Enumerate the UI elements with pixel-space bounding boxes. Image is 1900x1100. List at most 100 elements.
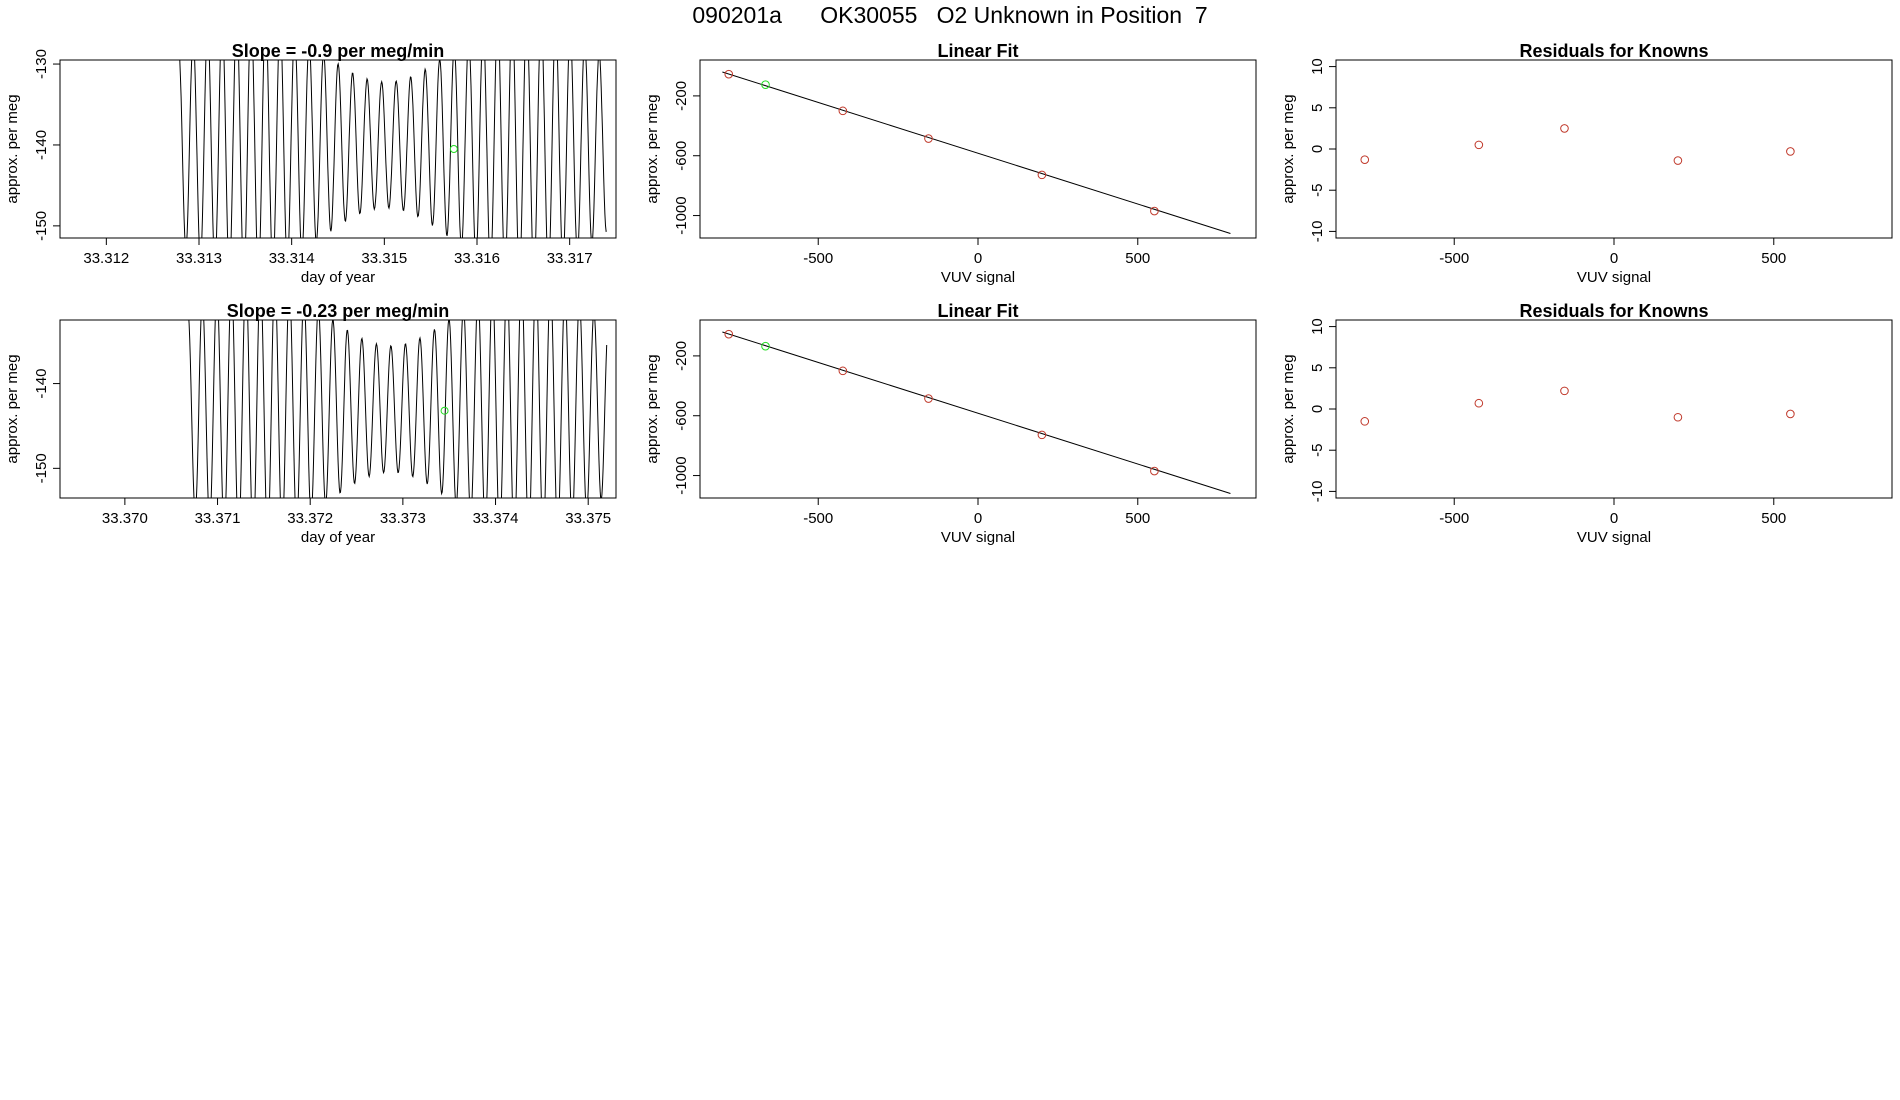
fit-line [722, 331, 1231, 494]
y-tick-label: 0 [1309, 145, 1326, 153]
known-point [924, 394, 933, 403]
unknown-point [449, 145, 458, 153]
y-axis-label: approx. per meg [644, 354, 661, 463]
plot-area [110, 60, 607, 238]
x-tick-label: 500 [1761, 510, 1786, 527]
known-point [838, 366, 848, 376]
y-tick-label: -600 [673, 401, 690, 431]
x-axis-label: day of year [301, 529, 375, 546]
y-axis-label: approx. per meg [1280, 354, 1297, 463]
x-tick-label: 33.371 [195, 510, 241, 527]
known-point [1786, 147, 1795, 156]
chart-panel-5: Linear Fit -500 0 500 -1000 -600 -200 VUV signa… [644, 301, 1257, 546]
x-tick-label: -500 [803, 250, 833, 267]
x-tick-label: 33.316 [454, 250, 500, 267]
known-point [838, 106, 848, 116]
known-point [1474, 398, 1484, 408]
y-tick-label: -200 [673, 341, 690, 371]
y-tick-label: -5 [1309, 184, 1326, 197]
chart-panel-2: Linear Fit -500 0 500 -1000 -600 -200 VUV signa… [644, 41, 1257, 286]
plot-frame [59, 319, 617, 499]
known-point [1150, 206, 1159, 216]
chart-title: Linear Fit [937, 301, 1018, 321]
x-axis-label: VUV signal [941, 269, 1015, 286]
x-tick-label: 33.373 [380, 510, 426, 527]
y-tick-label: 5 [1309, 364, 1326, 372]
y-axis-label: approx. per meg [1280, 94, 1297, 203]
known-point [1150, 466, 1159, 476]
y-tick-label: 10 [1309, 318, 1326, 335]
y-tick-label: -1000 [673, 456, 690, 494]
chart-panel-3: Residuals for Knowns -500 0 500 -10 -5 0 5 10 VUV… [1280, 41, 1893, 286]
chart-title: Slope = -0.9 per meg/min [232, 41, 445, 61]
y-tick-label: -140 [33, 130, 50, 160]
y-axis-label: approx. per meg [644, 94, 661, 203]
known-point [924, 134, 933, 143]
series-line [179, 60, 607, 238]
y-axis-label: approx. per meg [4, 94, 21, 203]
plot-area [1360, 124, 1795, 165]
x-tick-label: 33.370 [102, 510, 148, 527]
x-tick-label: 500 [1125, 510, 1150, 527]
unknown-point [761, 341, 770, 351]
x-tick-label: 33.375 [565, 510, 611, 527]
known-point [1037, 170, 1047, 180]
x-tick-label: 0 [974, 510, 982, 527]
chart-title: Residuals for Knowns [1519, 41, 1708, 61]
y-tick-label: -130 [33, 49, 50, 79]
known-point [1037, 430, 1047, 440]
x-tick-label: 33.372 [287, 510, 333, 527]
x-axis-label: VUV signal [1577, 529, 1651, 546]
known-point [724, 69, 734, 79]
y-tick-label: 0 [1309, 405, 1326, 413]
chart-panel-1: Slope = -0.9 per meg/min 33.312 33.313 33.3… [4, 41, 617, 286]
y-tick-label: -10 [1309, 481, 1326, 503]
x-tick-label: 33.313 [176, 250, 222, 267]
y-tick-label: -5 [1309, 444, 1326, 457]
chart-panel-4: Slope = -0.23 per meg/min 33.370 33.371 33.… [4, 301, 617, 546]
y-tick-label: -10 [1309, 221, 1326, 243]
x-tick-label: 33.312 [83, 250, 129, 267]
x-tick-label: -500 [803, 510, 833, 527]
x-tick-label: -500 [1439, 250, 1469, 267]
x-axis-label: day of year [301, 269, 375, 286]
known-point [1360, 155, 1370, 165]
y-tick-label: -150 [33, 453, 50, 483]
known-point [1360, 417, 1370, 426]
series-line [188, 320, 608, 498]
x-tick-label: 500 [1125, 250, 1150, 267]
chart-title: Slope = -0.23 per meg/min [227, 301, 450, 321]
y-tick-label: -150 [33, 211, 50, 241]
y-tick-label: 10 [1309, 58, 1326, 75]
known-point [1673, 412, 1683, 422]
known-point [1560, 124, 1569, 133]
plot-frame [1335, 319, 1893, 499]
chart-title: Residuals for Knowns [1519, 301, 1708, 321]
y-tick-label: -140 [33, 369, 50, 399]
x-tick-label: 33.374 [473, 510, 519, 527]
chart-panel-6: Residuals for Knowns -500 0 500 -10 -5 0 5 10 VUV… [1280, 301, 1893, 546]
unknown-point [440, 406, 449, 415]
page-title: 090201a OK30055 O2 Unknown in Position 7 [692, 2, 1208, 28]
known-point [724, 329, 734, 339]
plot-area [722, 329, 1231, 494]
known-point [1673, 156, 1683, 165]
x-tick-label: 33.314 [269, 250, 315, 267]
known-point [1786, 409, 1795, 419]
x-tick-label: -500 [1439, 510, 1469, 527]
plot-area [1360, 386, 1795, 426]
x-tick-label: 33.315 [361, 250, 407, 267]
y-tick-label: -1000 [673, 196, 690, 234]
known-point [1560, 386, 1569, 396]
fit-line [722, 71, 1231, 234]
x-axis-label: VUV signal [1577, 269, 1651, 286]
x-tick-label: 0 [1610, 250, 1618, 267]
y-tick-label: 5 [1309, 104, 1326, 112]
plot-frame [59, 59, 617, 239]
x-tick-label: 0 [974, 250, 982, 267]
plot-frame [699, 319, 1257, 499]
known-point [1474, 140, 1484, 150]
x-axis-label: VUV signal [941, 529, 1015, 546]
chart-title: Linear Fit [937, 41, 1018, 61]
